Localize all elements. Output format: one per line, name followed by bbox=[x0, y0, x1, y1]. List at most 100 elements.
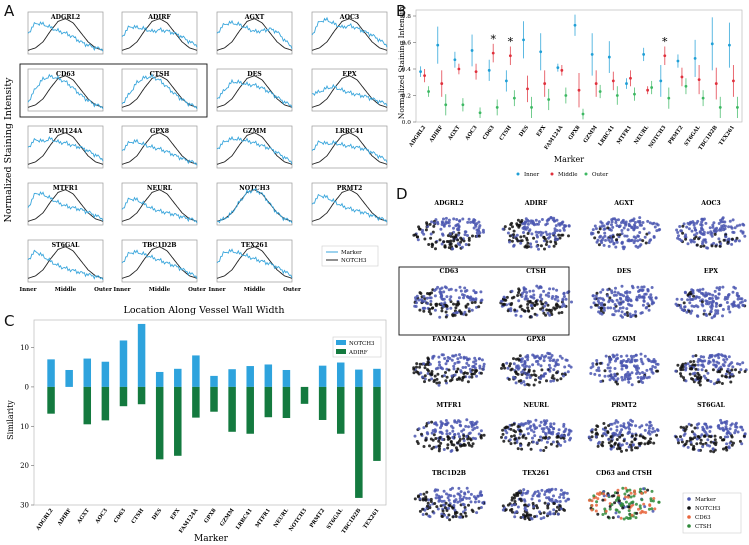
panel-a-notch3-line-agxt bbox=[216, 18, 293, 51]
panel-b-xtick: EPX bbox=[536, 124, 548, 138]
panel-a-frame-lrrc41 bbox=[311, 125, 388, 169]
panel-b-legend-swatch-middle bbox=[550, 172, 554, 176]
panel-c-xtick: ADGRL2 bbox=[35, 507, 55, 532]
panel-a-xtick: Inner bbox=[209, 287, 226, 293]
panel-b-point-inner bbox=[590, 53, 594, 56]
panel-c-bar-notch3 bbox=[47, 359, 55, 387]
panel-d-title-gpx8: GPX8 bbox=[526, 336, 545, 343]
panel-b-point-outer bbox=[444, 103, 448, 107]
panel-b-point-middle bbox=[577, 88, 581, 92]
panel-c-ytick: 10 bbox=[20, 344, 29, 352]
panel-d-title-tbc1d2b: TBC1D2B bbox=[432, 470, 466, 477]
panel-a-title-tbc1d2b: TBC1D2B bbox=[142, 242, 176, 249]
panel-c-xtick: CTSH bbox=[131, 508, 146, 525]
panel-c-legend-notch3-swatch bbox=[336, 340, 346, 345]
panel-c-ytick: 10 bbox=[20, 423, 29, 431]
panel-b-xtick: ADGRL2 bbox=[408, 124, 428, 149]
panel-a-frame-gpx8 bbox=[121, 125, 198, 169]
panel-a-marker-line-agxt bbox=[216, 19, 293, 50]
panel-a-notch3-line-fam124a bbox=[27, 132, 104, 165]
panel-b-point-middle bbox=[732, 79, 735, 83]
panel-d-legend-swatch-cd63 bbox=[687, 515, 691, 519]
panel-d-title-ctsh: CTSH bbox=[526, 268, 546, 275]
panel-a-ylabel: Normalized Staining Intensity bbox=[3, 77, 14, 223]
panel-a-title-des: DES bbox=[247, 71, 262, 78]
panel-d-legend bbox=[682, 492, 742, 534]
panel-d-scatter-st6gal bbox=[673, 418, 747, 454]
panel-c-legend-adirf: ADIRF bbox=[348, 350, 368, 356]
panel-a-frame-fam124a bbox=[27, 125, 104, 169]
panel-d-scatter-des bbox=[589, 284, 658, 319]
panel-c-ytick: 0 bbox=[25, 383, 29, 391]
panel-a-marker-line-adgrl2 bbox=[27, 21, 104, 52]
panel-b-xtick: GZMM bbox=[583, 124, 599, 144]
panel-b-point-middle bbox=[526, 87, 529, 91]
panel-a-marker-line-prmt2 bbox=[311, 193, 388, 223]
panel-a-title-mtfr1: MTFR1 bbox=[53, 185, 78, 192]
panel-d-legend-swatch-ctsh bbox=[687, 524, 691, 528]
panel-b-point-outer bbox=[461, 103, 465, 107]
panel-b-xtick: FAM124A bbox=[544, 124, 566, 151]
panel-b-point-middle bbox=[629, 76, 632, 80]
panel-b-point-outer bbox=[530, 106, 533, 109]
panel-d-legend-swatch-notch3 bbox=[687, 506, 691, 510]
panel-a-notch3-line-adgrl2 bbox=[27, 18, 104, 51]
panel-a-frame-st6gal bbox=[27, 239, 104, 283]
panel-a-frame-agxt bbox=[216, 11, 293, 55]
panel-a-notch3-line-epx bbox=[311, 75, 388, 108]
panel-b-point-outer bbox=[581, 112, 585, 116]
panel-label-d: D bbox=[396, 185, 408, 203]
panel-a-marker-line-gpx8 bbox=[121, 138, 198, 166]
panel-c-xtick: DES bbox=[151, 508, 163, 522]
panel-c-bar-adirf bbox=[228, 386, 236, 432]
panel-a-frame-tex261 bbox=[216, 239, 293, 283]
panel-c-bar-adirf bbox=[246, 386, 254, 434]
panel-d-scatter-tbc1d2b bbox=[413, 486, 486, 522]
panel-c-legend bbox=[332, 336, 382, 358]
panel-c-ytick: 30 bbox=[20, 502, 29, 510]
panel-b-point-outer bbox=[650, 86, 654, 89]
panel-c-bar-notch3 bbox=[355, 369, 363, 387]
panel-c-bar-adirf bbox=[373, 386, 381, 461]
panel-c-bar-notch3 bbox=[336, 362, 345, 387]
panel-b-ylabel: Normalized Staining Intensity bbox=[397, 4, 406, 119]
panel-c-bar-adirf bbox=[155, 386, 164, 460]
panel-b-significance-star: * bbox=[662, 35, 668, 48]
panel-d-scatter-epx bbox=[674, 285, 747, 320]
panel-c-bar-adirf bbox=[282, 386, 291, 419]
panel-a-title-ctsh: CTSH bbox=[150, 71, 170, 78]
panel-b-point-outer bbox=[684, 84, 688, 88]
panel-b-point-inner bbox=[693, 57, 697, 60]
panel-d-highlight-box bbox=[398, 266, 570, 336]
panel-a-xtick: Outer bbox=[188, 287, 206, 293]
panel-a-title-gzmm: GZMM bbox=[243, 128, 267, 135]
panel-c-ylabel: Similarity bbox=[6, 400, 15, 440]
panel-b-point-inner bbox=[728, 43, 731, 47]
panel-c-bar-adirf bbox=[355, 386, 363, 498]
panel-c-xtick: PRMT2 bbox=[309, 507, 327, 529]
panel-b-frame bbox=[415, 9, 743, 123]
panel-d-title-cd63: CD63 bbox=[440, 268, 459, 275]
panel-d-title-des: DES bbox=[617, 268, 632, 275]
panel-b-xtick: CTSH bbox=[499, 125, 514, 142]
panel-a-xtick: Outer bbox=[283, 287, 301, 293]
panel-b-xtick: GPX8 bbox=[568, 124, 582, 141]
panel-b-point-inner bbox=[556, 66, 560, 70]
panel-b-legend-outer: Outer bbox=[592, 172, 609, 178]
panel-a-highlight-box bbox=[19, 63, 208, 118]
panel-a-title-st6gal: ST6GAL bbox=[52, 242, 80, 249]
panel-c-xtick: ST6GAL bbox=[326, 507, 345, 530]
panel-b-point-outer bbox=[547, 98, 551, 101]
panel-c-frame bbox=[33, 319, 387, 506]
panel-a-notch3-line-tbc1d2b bbox=[121, 246, 198, 279]
panel-b-xtick: AGXT bbox=[447, 125, 462, 143]
panel-b-xtick: TBC1D2B bbox=[698, 124, 720, 151]
panel-b-point-inner bbox=[659, 79, 663, 83]
panel-c-bar-notch3 bbox=[101, 361, 110, 387]
panel-d-scatter-neurl bbox=[500, 418, 573, 452]
panel-b-xtick: NOTCH3 bbox=[648, 124, 668, 149]
panel-b-legend-swatch-outer bbox=[584, 172, 588, 176]
panel-b-point-inner bbox=[436, 43, 440, 47]
panel-b-xtick: TEX261 bbox=[718, 124, 736, 146]
